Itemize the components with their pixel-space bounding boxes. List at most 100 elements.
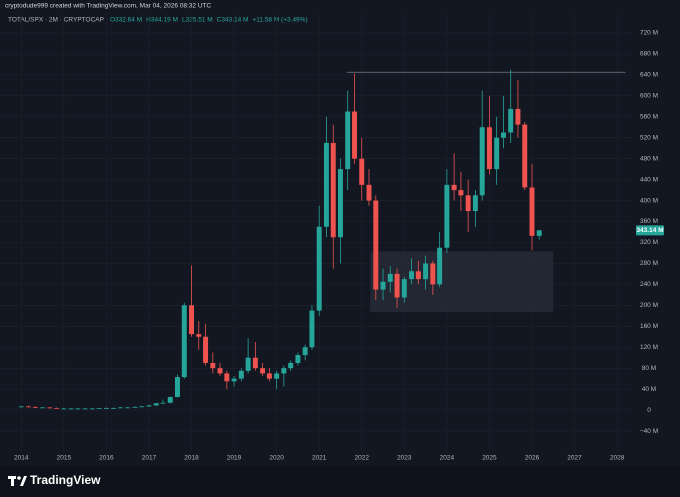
candle-body [139,406,145,408]
candle-body [330,142,336,238]
y-tick-label: 80 M [642,365,656,372]
y-tick-label: 560 M [640,113,658,120]
y-tick-label: 440 M [640,176,658,183]
x-tick-label: 2019 [227,455,242,462]
candle-body [309,310,315,348]
candle-body [415,271,421,280]
candle-body [160,402,166,404]
candle-body [111,408,117,409]
candle-body [486,127,492,170]
y-tick-label: 0 [647,407,651,414]
y-tick-label: 520 M [640,134,658,141]
x-tick-label: 2023 [397,455,412,462]
candle-body [196,334,202,337]
y-tick-label: 600 M [640,93,658,100]
candle-body [401,279,407,298]
x-tick-label: 2018 [184,455,199,462]
candle-body [295,355,301,363]
y-tick-label: 200 M [640,302,658,309]
candle-body [472,195,478,212]
candle-body [75,408,81,410]
candle-body [494,137,500,170]
candle-body [500,132,506,138]
ohlc-value: +11.58 M (+3.49%) [252,17,307,24]
y-tick-label: 360 M [640,218,658,225]
candle-body [536,230,542,236]
candle-body [337,169,343,238]
candle-body [345,111,351,170]
candle-body [366,184,372,201]
candle-body [302,347,308,356]
candle-body [515,108,521,125]
candle-body [479,127,485,196]
candle-body [181,305,187,378]
y-tick-label: 40 M [642,386,656,393]
candle-body [125,407,131,409]
footer-band [0,466,680,497]
candle-body [522,124,528,188]
candle-body [252,357,258,369]
candle-body [245,357,251,371]
x-tick-label: 2028 [610,455,625,462]
y-tick-label: 120 M [640,344,658,351]
y-tick-label: 280 M [640,260,658,267]
candle-body [217,368,223,374]
candle-body [224,373,230,382]
candle-body [380,281,386,290]
candle-body [458,190,464,196]
candle-body [61,408,67,410]
y-tick-label: 160 M [640,323,658,330]
candle-body [444,184,450,248]
candle-body [529,187,535,236]
y-tick-label: 720 M [640,30,658,37]
candle-body [323,142,329,227]
candle-body [359,158,365,185]
candle-body [210,362,216,369]
candle-body [146,405,152,407]
candle-body [465,195,471,212]
candle-body [423,263,429,280]
candle-body [266,373,272,379]
last-price-label: 343.14 M [636,227,663,234]
y-tick-label: 320 M [640,239,658,246]
ohlc-value: C343.14 M [217,17,249,24]
candle-body [238,370,244,379]
candle-body [103,408,109,409]
candle-body [394,273,400,298]
symbol: TOTAL/SPX · 2M · CRYPTOCAP [8,17,104,24]
candle-body [203,336,209,363]
candle-body [352,111,357,159]
candle-body [189,305,194,335]
x-tick-label: 2025 [482,455,497,462]
range-box [370,251,554,313]
x-tick-label: 2014 [14,455,29,462]
candle-body [430,263,436,285]
candle-body [47,407,53,409]
x-tick-label: 2016 [99,455,114,462]
candle-body [117,407,123,409]
x-tick-label: 2024 [440,455,455,462]
candle-body [437,247,443,285]
candle-body [373,200,379,290]
x-tick-label: 2022 [355,455,370,462]
candle-body [260,368,266,374]
candle-body [281,368,287,374]
candle-body [32,406,38,408]
candle-body [409,271,415,280]
candle-body [132,406,138,408]
candle-body [153,403,159,406]
candle-body [387,273,393,282]
candle-body [508,108,514,133]
credit: cryptodude999 created with TradingView.c… [5,3,211,10]
y-tick-label: 640 M [640,72,658,79]
y-tick-label: 680 M [640,51,658,58]
last-price-tag [636,225,664,236]
candle-body [82,408,88,410]
candle-body [451,184,457,191]
x-tick-label: 2021 [312,455,327,462]
candle-body [96,408,102,409]
y-tick-label: −40 M [640,428,658,435]
candle-body [68,408,74,410]
